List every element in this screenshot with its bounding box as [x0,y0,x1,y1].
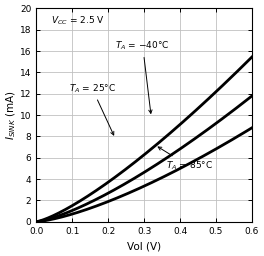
Y-axis label: $I_{SINK}$ (mA): $I_{SINK}$ (mA) [5,90,18,140]
Text: $V_{CC}$ = 2.5 V: $V_{CC}$ = 2.5 V [51,15,104,27]
Text: $T_A$ = −40°C: $T_A$ = −40°C [115,39,170,113]
Text: $T_A$ = 85°C: $T_A$ = 85°C [158,147,213,173]
X-axis label: Vol (V): Vol (V) [127,241,161,251]
Text: $T_A$ = 25°C: $T_A$ = 25°C [69,82,116,135]
